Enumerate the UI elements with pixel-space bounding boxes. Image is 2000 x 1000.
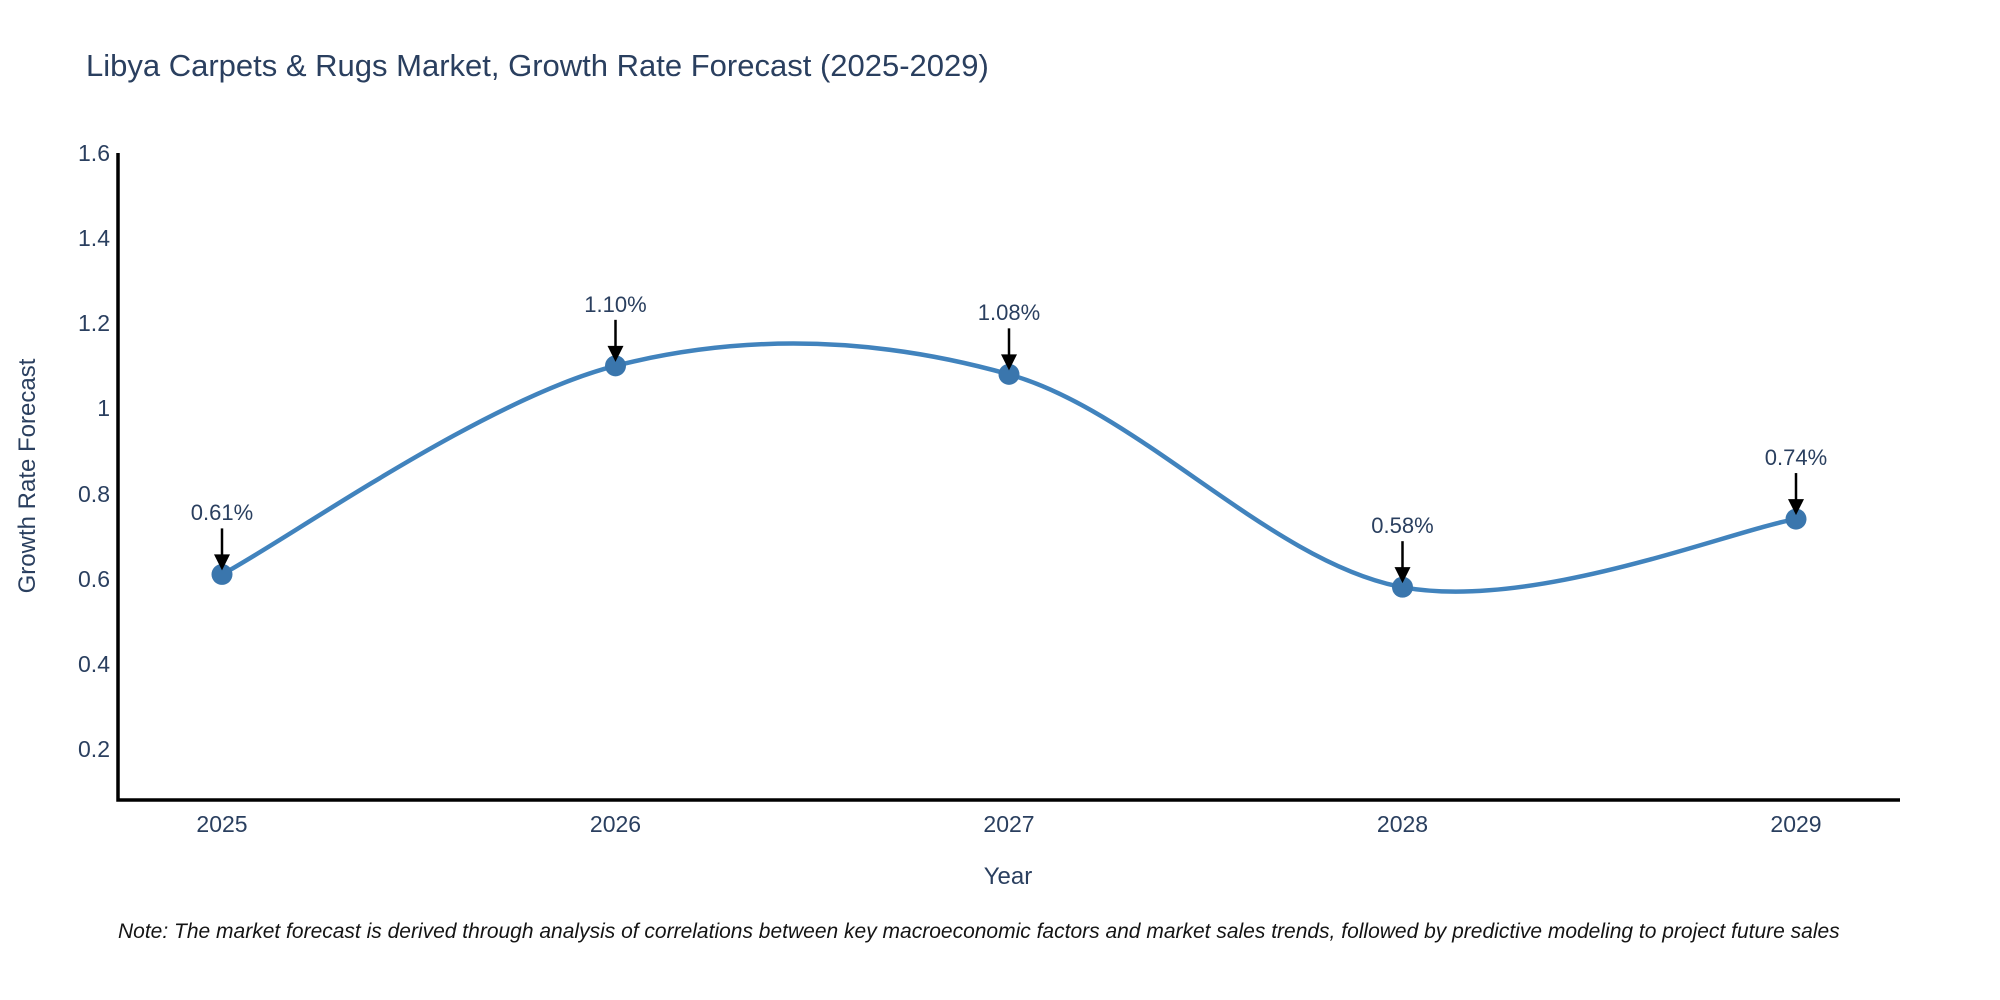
x-axis-title: Year: [983, 863, 1033, 890]
axis-lines: [116, 153, 1900, 802]
x-tick-label: 2027: [983, 811, 1035, 837]
x-tick-label: 2029: [1770, 811, 1822, 837]
data-point[interactable]: [998, 363, 1020, 385]
x-tick-label: 2025: [196, 811, 248, 837]
annotation-arrowhead: [1001, 354, 1017, 371]
y-tick-label: 0.2: [78, 735, 110, 762]
x-tick-label: 2028: [1376, 811, 1429, 837]
data-point[interactable]: [211, 563, 233, 585]
y-tick-label: 1.6: [78, 140, 110, 166]
x-tick-label: 2026: [589, 811, 642, 837]
y-tick-label: 0.4: [78, 650, 110, 677]
y-tick-label: 1.2: [78, 310, 110, 337]
annotation-arrowhead: [1394, 567, 1411, 584]
point-label: 1.08%: [977, 300, 1041, 326]
footnote: Note: The market forecast is derived thr…: [118, 920, 1840, 943]
point-label: 1.10%: [584, 291, 647, 317]
data-point[interactable]: [605, 355, 626, 377]
chart-title: Libya Carpets & Rugs Market, Growth Rate…: [86, 48, 989, 83]
y-tick-label: 1.4: [78, 225, 110, 252]
point-label: 0.61%: [190, 500, 254, 526]
y-tick-label: 0.8: [78, 480, 110, 507]
point-label: 0.74%: [1764, 445, 1828, 471]
data-point[interactable]: [1785, 508, 1807, 530]
y-tick-label: 1: [97, 395, 110, 422]
annotation-arrowhead: [214, 554, 230, 571]
data-point[interactable]: [1392, 576, 1413, 598]
annotation-arrowhead: [607, 345, 624, 362]
annotation-arrowhead: [1788, 499, 1804, 516]
y-tick-label: 0.6: [78, 565, 110, 592]
point-label: 0.58%: [1371, 513, 1434, 539]
